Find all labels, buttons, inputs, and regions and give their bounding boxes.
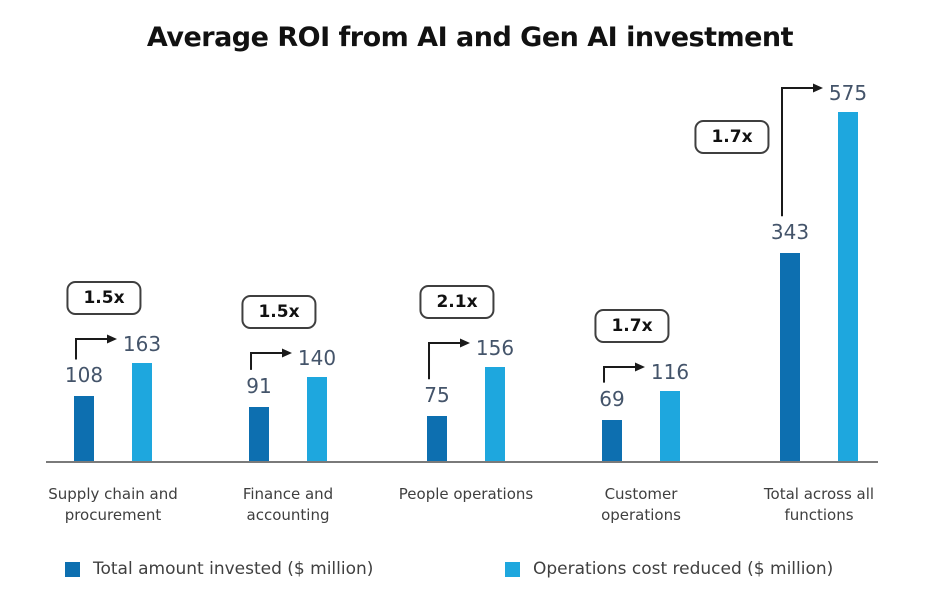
value-label-invested: 69 — [599, 387, 625, 411]
multiplier-badge: 1.5x — [66, 280, 142, 315]
legend-item-reduced: Operations cost reduced ($ million) — [505, 554, 833, 584]
multiplier-badge: 1.7x — [594, 309, 670, 344]
multiplier-badge: 1.5x — [241, 294, 317, 329]
growth-arrow — [75, 334, 117, 360]
value-label-invested: 75 — [424, 383, 450, 408]
growth-arrow — [428, 338, 470, 380]
chart-title: Average ROI from AI and Gen AI investmen… — [146, 22, 794, 53]
category-label: Supply chain and procurement — [48, 485, 178, 524]
bar-reduced — [485, 367, 505, 462]
bar-reduced — [307, 376, 327, 462]
x-axis-line — [46, 461, 878, 463]
value-label-reduced: 116 — [650, 360, 690, 385]
category-label: Finance and accounting — [242, 485, 334, 524]
category-label: Total across all functions — [763, 485, 875, 524]
bar-reduced — [132, 362, 152, 462]
value-label-reduced: 140 — [297, 345, 337, 370]
value-label-reduced: 163 — [122, 331, 162, 356]
value-label-reduced: 156 — [475, 336, 515, 361]
bar-invested — [780, 253, 800, 462]
legend-swatch-reduced — [505, 561, 520, 577]
category-label: People operations — [398, 485, 534, 503]
category-label: Customer operations — [601, 485, 681, 524]
legend-label-invested: Total amount invested ($ million) — [93, 559, 374, 579]
bar-reduced — [660, 391, 680, 462]
value-label-invested: 91 — [246, 373, 272, 398]
value-label-reduced: 575 — [828, 81, 868, 105]
bar-invested — [249, 406, 269, 462]
multiplier-badge: 1.7x — [694, 120, 770, 154]
legend-label-reduced: Operations cost reduced ($ million) — [533, 559, 834, 579]
value-label-invested: 108 — [64, 363, 104, 388]
bar-invested — [602, 420, 622, 462]
growth-arrow — [250, 348, 292, 370]
legend-swatch-invested — [65, 561, 80, 577]
value-label-invested: 343 — [770, 220, 810, 245]
bar-invested — [74, 396, 94, 462]
bar-reduced — [838, 112, 858, 462]
multiplier-badge: 2.1x — [419, 285, 495, 320]
bar-invested — [427, 416, 447, 462]
growth-arrow — [781, 83, 823, 217]
legend: Total amount invested ($ million) Operat… — [0, 552, 940, 586]
legend-item-invested: Total amount invested ($ million) — [65, 554, 373, 584]
growth-arrow — [603, 362, 645, 383]
